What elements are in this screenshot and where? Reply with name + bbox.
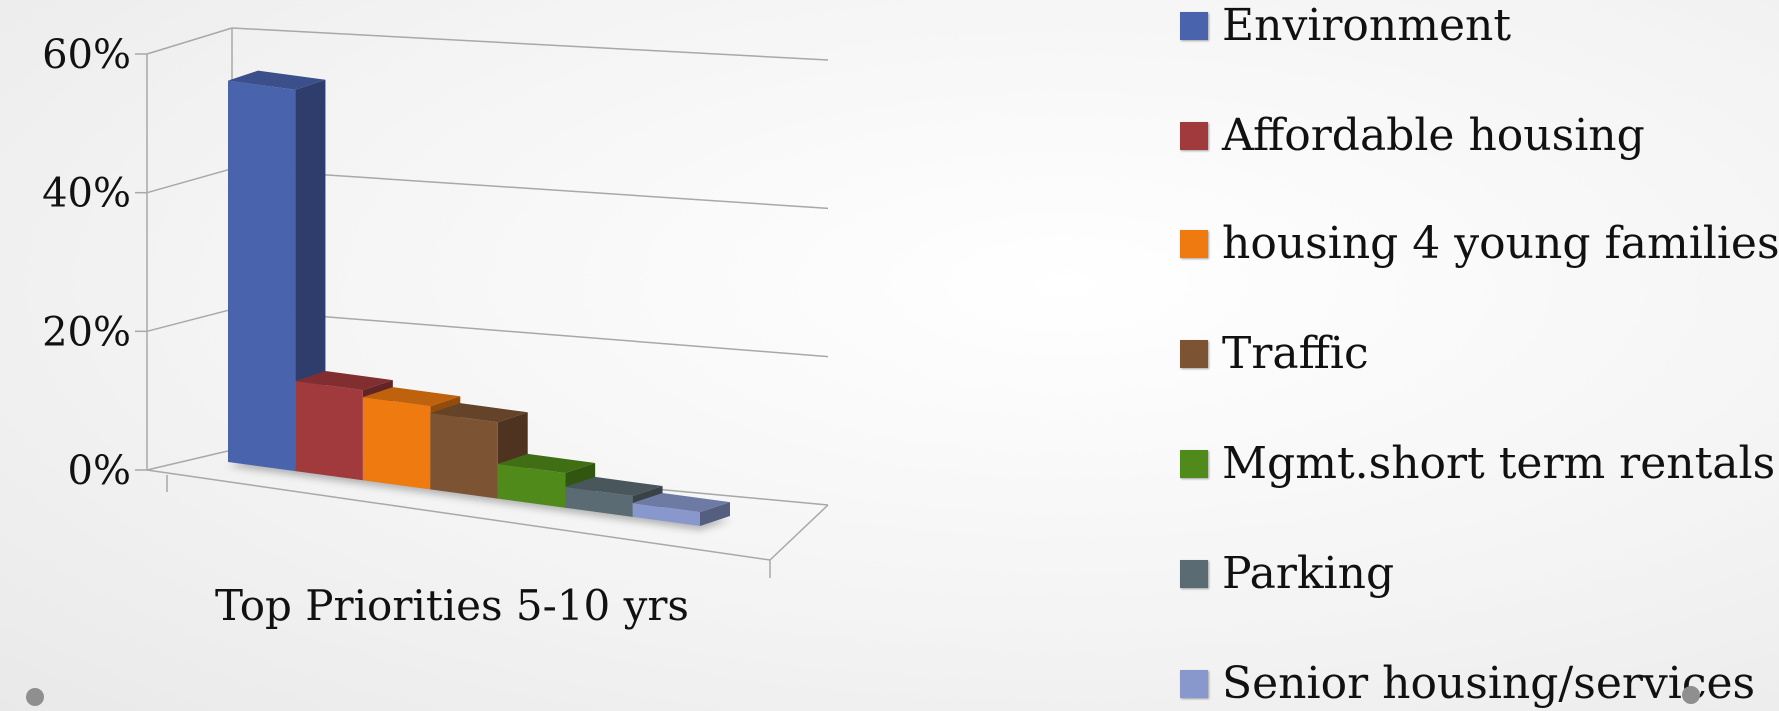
category-label: Top Priorities 5-10 yrs — [215, 581, 689, 630]
bar-front-face — [430, 413, 498, 499]
legend-swatch — [1180, 669, 1208, 698]
slide-bullet-left — [26, 688, 44, 706]
bar-senior-housing-services — [632, 492, 730, 526]
gridline — [231, 308, 829, 358]
bar-front-face — [362, 397, 431, 490]
gridline-side — [146, 308, 233, 333]
slide-bullet-right — [1682, 686, 1700, 704]
legend-swatch — [1180, 339, 1208, 368]
bar-environment — [228, 70, 326, 472]
legend-swatch — [1180, 121, 1208, 150]
bar-top-face — [565, 476, 663, 497]
legend-label: Environment — [1222, 0, 1512, 51]
legend-swatch — [1180, 449, 1208, 478]
legend-swatch — [1180, 11, 1208, 40]
legend-item-traffic: Traffic — [1180, 328, 1369, 379]
bar-side-face — [295, 79, 326, 472]
legend-label: Mgmt.short term rentals — [1222, 438, 1776, 489]
legend-item-parking: Parking — [1180, 548, 1394, 599]
bar-top-face — [632, 492, 730, 513]
y-tick-label: 40% — [42, 171, 131, 217]
bar-top-face — [497, 453, 596, 474]
bar-top-face — [295, 371, 393, 391]
bar-top-face — [430, 403, 528, 423]
legend-item-affordable-housing: Affordable housing — [1180, 110, 1645, 161]
legend-label: Parking — [1222, 548, 1395, 599]
y-axis-ticks: 0% 20% 40% 60% — [42, 32, 147, 494]
legend-item-mgmt-short-term-rentals: Mgmt.short term rentals — [1180, 438, 1775, 489]
y-tick-label: 0% — [68, 448, 131, 494]
y-tick-label: 60% — [42, 32, 131, 78]
bar-chart-3d: 0% 20% 40% 60% Top Priorities 5-10 yrs — [42, 27, 829, 630]
bar-front-face — [295, 381, 363, 481]
legend-swatch — [1180, 229, 1208, 258]
bar-front-face — [632, 502, 700, 526]
legend-label: Affordable housing — [1222, 110, 1645, 161]
legend-swatch — [1180, 559, 1208, 588]
bar-front-face — [228, 80, 296, 472]
bar-front-face — [565, 486, 633, 517]
legend-item-environment: Environment — [1180, 0, 1511, 51]
bar-top-face — [228, 70, 326, 90]
gridlines — [146, 27, 829, 358]
gridline-side — [146, 167, 233, 194]
legend: Environment Affordable housing housing 4 y… — [1180, 0, 1779, 711]
y-tick-label: 20% — [42, 309, 131, 355]
gridline — [231, 167, 829, 210]
bar-front-face — [497, 463, 566, 508]
legend-item-senior-housing-services: Senior housing/services — [1180, 658, 1755, 709]
bar-side-face — [700, 502, 730, 526]
gridline-side — [146, 27, 233, 55]
bars — [228, 70, 730, 530]
legend-label: housing 4 young families — [1222, 218, 1779, 269]
legend-label: Senior housing/services — [1222, 658, 1756, 709]
legend-item-housing-4-young-families: housing 4 young families — [1180, 218, 1779, 269]
legend-label: Traffic — [1222, 328, 1369, 379]
bar-top-face — [362, 387, 461, 407]
gridline — [231, 27, 829, 61]
bar-mgmt-short-term-rentals — [497, 453, 596, 508]
